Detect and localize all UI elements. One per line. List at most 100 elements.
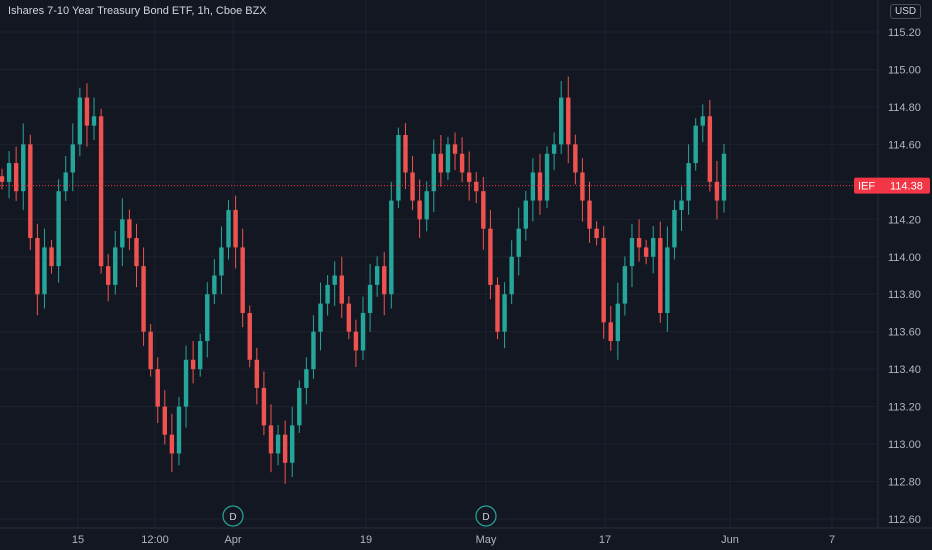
- candle-body: [459, 153, 465, 173]
- candle-body: [70, 144, 75, 173]
- candle-body: [268, 425, 274, 454]
- candle: [367, 263, 373, 332]
- candle-body: [21, 144, 26, 192]
- candle-body: [91, 116, 97, 126]
- candle: [495, 277, 500, 340]
- price-axis[interactable]: 115.20115.00114.80114.60114.40114.20114.…: [888, 27, 921, 526]
- candle-body: [424, 191, 429, 220]
- candle-body: [240, 247, 245, 313]
- candle: [594, 221, 599, 246]
- candle-body: [28, 144, 33, 239]
- candle-body: [304, 369, 309, 388]
- candle-body: [318, 303, 323, 332]
- candle: [445, 136, 451, 180]
- time-tick-label: 17: [599, 534, 611, 546]
- candle-body: [367, 284, 373, 313]
- candle-body: [105, 266, 111, 285]
- candle-body: [466, 172, 472, 182]
- candle: [141, 247, 146, 346]
- time-axis[interactable]: 15 12:00 Apr 19 May 17 Jun 7: [72, 534, 835, 546]
- candle-body: [56, 191, 61, 267]
- candle: [474, 172, 479, 204]
- candle: [332, 261, 337, 306]
- candle-body: [134, 238, 139, 267]
- candle: [56, 179, 61, 283]
- candle: [35, 223, 40, 316]
- candle-body: [636, 238, 642, 248]
- candle-body: [551, 144, 557, 154]
- candle-body: [197, 341, 203, 370]
- candle: [516, 207, 521, 276]
- time-tick-label: Apr: [224, 534, 241, 546]
- candle: [233, 195, 238, 269]
- candle: [615, 282, 621, 360]
- candle: [105, 254, 111, 302]
- candle-body: [417, 200, 422, 220]
- candle: [169, 413, 175, 473]
- candle-body: [247, 312, 252, 360]
- candle: [205, 282, 210, 358]
- candle-body: [431, 153, 436, 192]
- candle-body: [615, 303, 621, 342]
- candle: [353, 319, 359, 367]
- dividend-label: D: [229, 512, 236, 523]
- price-tick-label: 113.20: [888, 402, 921, 414]
- candle-body: [537, 172, 543, 201]
- candle: [63, 155, 68, 201]
- candle: [488, 209, 493, 300]
- candle: [247, 305, 252, 368]
- candle: [431, 139, 436, 213]
- candle: [0, 168, 5, 190]
- candle-body: [346, 303, 352, 332]
- candle-body: [325, 284, 330, 304]
- candle: [721, 144, 727, 213]
- price-tick-label: 112.60: [888, 514, 921, 526]
- candle: [636, 219, 642, 262]
- candle: [424, 181, 429, 232]
- candle: [679, 186, 684, 231]
- time-tick-label: 19: [360, 534, 372, 546]
- candle: [459, 137, 465, 183]
- candle: [297, 380, 302, 433]
- candle: [658, 221, 663, 323]
- candle: [261, 371, 267, 436]
- candle-body: [49, 247, 54, 267]
- candle-body: [558, 97, 564, 145]
- price-tick-label: 114.20: [888, 214, 921, 226]
- candle-body: [629, 238, 635, 267]
- dividend-marker[interactable]: D: [475, 505, 497, 527]
- candle-body: [686, 163, 691, 201]
- candle: [162, 390, 168, 445]
- candle: [374, 256, 380, 297]
- candle-body: [573, 144, 578, 173]
- candle-body: [297, 387, 302, 426]
- candle: [21, 123, 26, 210]
- candle: [148, 324, 153, 377]
- dividend-marker[interactable]: D: [222, 505, 244, 527]
- candle: [134, 223, 139, 288]
- candle-body: [219, 247, 224, 276]
- price-tick-label: 113.80: [888, 289, 921, 301]
- price-tick-label: 112.80: [888, 477, 921, 489]
- currency-button[interactable]: USD: [890, 4, 922, 19]
- candle: [530, 158, 536, 222]
- candle: [672, 200, 677, 260]
- candle-body: [679, 200, 684, 210]
- candle: [573, 134, 578, 185]
- candle-body: [162, 406, 168, 435]
- candle: [77, 87, 83, 157]
- candle-body: [183, 359, 189, 407]
- candle-body: [282, 434, 288, 463]
- candle-body: [707, 116, 713, 182]
- candles: [0, 76, 727, 484]
- candle: [643, 239, 649, 265]
- candle-body: [169, 434, 175, 454]
- last-price-symbol: IEF: [858, 181, 875, 193]
- candle: [212, 259, 217, 304]
- candle-body: [651, 238, 656, 257]
- candle: [311, 315, 316, 379]
- candle-body: [141, 266, 146, 332]
- price-tick-label: 115.20: [888, 27, 921, 39]
